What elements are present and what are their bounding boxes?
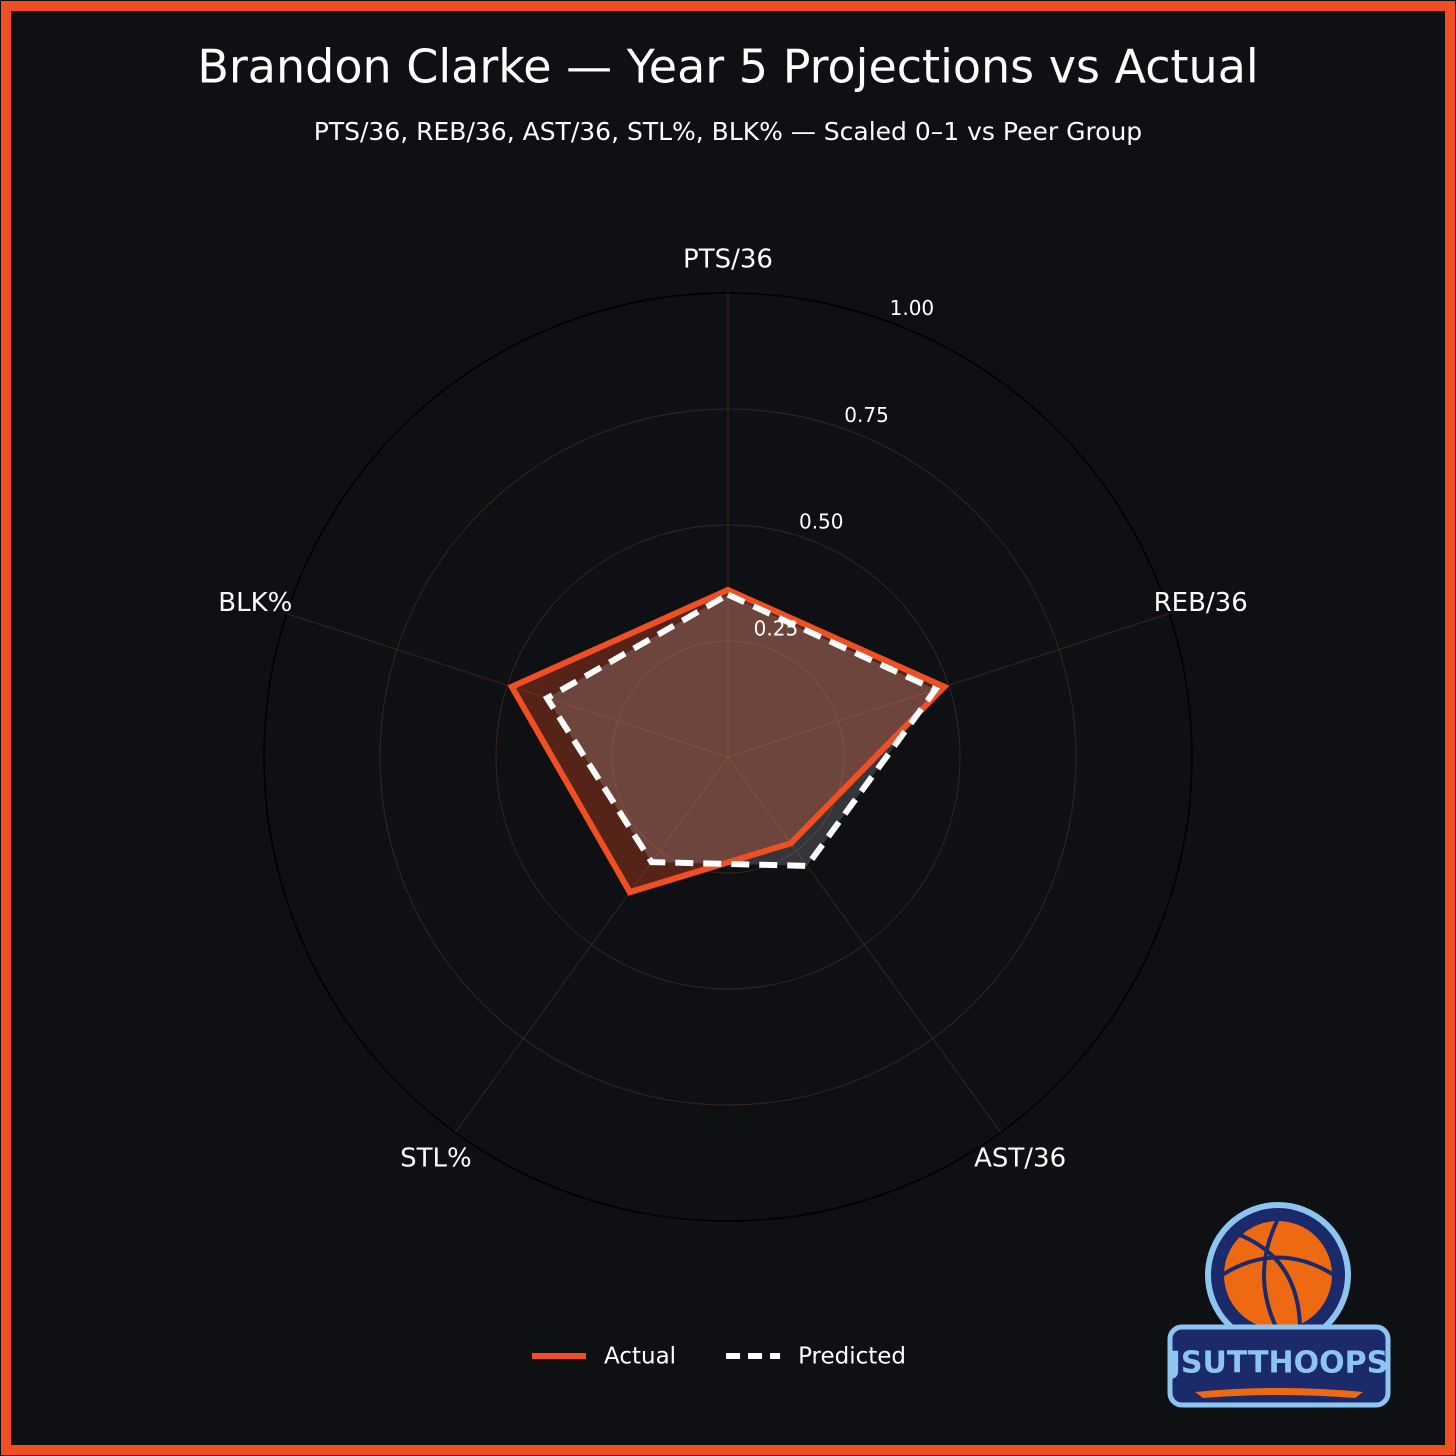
axis-label: REB/36: [1154, 588, 1248, 618]
grid-spoke: [286, 613, 729, 758]
grid-spoke: [727, 613, 1170, 758]
legend-label: Actual: [604, 1344, 676, 1370]
chart-title: Brandon Clarke — Year 5 Projections vs A…: [197, 40, 1258, 94]
logo-seams: [1220, 1218, 1336, 1332]
axis-label: BLK%: [218, 588, 292, 618]
grid-spoke: [454, 756, 729, 1133]
logo-ball: [1220, 1217, 1336, 1333]
legend-label: Predicted: [798, 1344, 906, 1370]
r-tick-label: 0.25: [754, 616, 799, 640]
logo-banner: [1167, 1324, 1391, 1408]
logo: JSUTTHOOPS: [1167, 1202, 1391, 1408]
r-tick-label: 1.00: [890, 296, 935, 320]
r-tick-label: 0.50: [799, 510, 844, 534]
logo-swoosh: [1195, 1388, 1363, 1398]
series-line: [507, 586, 950, 896]
logo-text: JSUTTHOOPS: [1168, 1346, 1388, 1381]
r-tick-label: 0.75: [844, 403, 889, 427]
grid-spoke: [727, 756, 1002, 1133]
axis-label: STL%: [400, 1144, 472, 1174]
axis-label: PTS/36: [683, 245, 773, 275]
axis-label: AST/36: [974, 1144, 1066, 1174]
chart-subtitle: PTS/36, REB/36, AST/36, STL%, BLK% — Sca…: [314, 117, 1142, 146]
